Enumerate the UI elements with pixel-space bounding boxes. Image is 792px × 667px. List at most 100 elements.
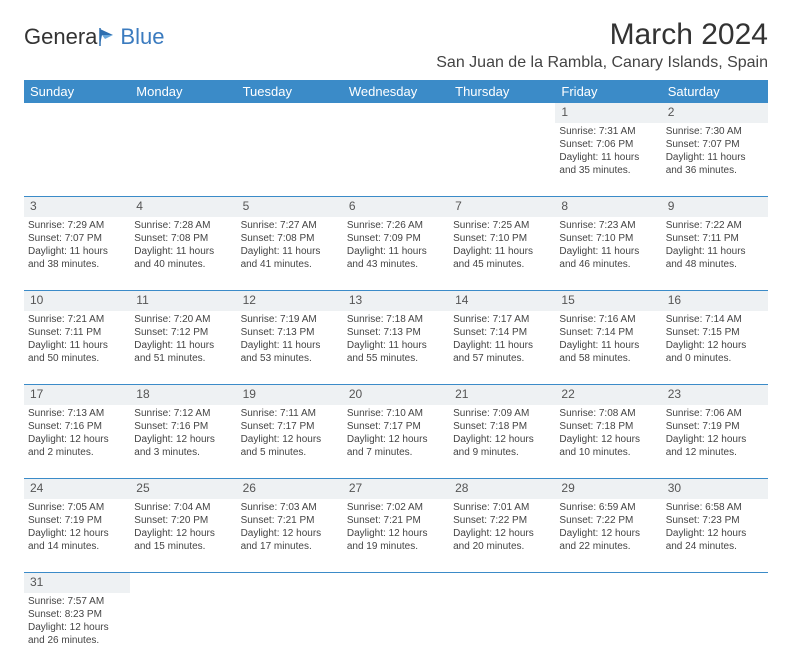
sunset-text: Sunset: 8:23 PM: [28, 608, 126, 621]
day-number: 4: [130, 197, 236, 217]
daylight-text: and 40 minutes.: [134, 258, 232, 271]
daylight-text: Daylight: 12 hours: [666, 527, 764, 540]
logo: Genera Blue: [24, 24, 164, 50]
sunrise-text: Sunrise: 7:06 AM: [666, 407, 764, 420]
daylight-text: and 57 minutes.: [453, 352, 551, 365]
day-number: 3: [24, 197, 130, 217]
daylight-text: Daylight: 12 hours: [559, 433, 657, 446]
day-number: 26: [237, 479, 343, 499]
day-number-row: 12: [24, 103, 768, 123]
sunrise-text: Sunrise: 7:10 AM: [347, 407, 445, 420]
day-number-row: 3456789: [24, 197, 768, 217]
logo-text-2: Blue: [120, 24, 164, 50]
sunset-text: Sunset: 7:21 PM: [241, 514, 339, 527]
day-number: [130, 103, 236, 123]
sunrise-text: Sunrise: 7:14 AM: [666, 313, 764, 326]
day-number: 19: [237, 385, 343, 405]
daylight-text: and 7 minutes.: [347, 446, 445, 459]
calendar-cell: [449, 123, 555, 197]
day-number: [555, 573, 661, 593]
day-number: 12: [237, 291, 343, 311]
daylight-text: Daylight: 12 hours: [134, 433, 232, 446]
calendar-row: Sunrise: 7:21 AMSunset: 7:11 PMDaylight:…: [24, 311, 768, 385]
daylight-text: Daylight: 12 hours: [347, 433, 445, 446]
daylight-text: and 2 minutes.: [28, 446, 126, 459]
day-number: 13: [343, 291, 449, 311]
sunset-text: Sunset: 7:17 PM: [347, 420, 445, 433]
logo-flag-icon: [99, 28, 119, 46]
calendar-cell: Sunrise: 7:23 AMSunset: 7:10 PMDaylight:…: [555, 217, 661, 291]
daylight-text: and 20 minutes.: [453, 540, 551, 553]
weekday-header: Thursday: [449, 80, 555, 103]
sunset-text: Sunset: 7:10 PM: [453, 232, 551, 245]
calendar-cell: Sunrise: 7:11 AMSunset: 7:17 PMDaylight:…: [237, 405, 343, 479]
weekday-header: Saturday: [662, 80, 768, 103]
sunset-text: Sunset: 7:08 PM: [134, 232, 232, 245]
daylight-text: Daylight: 11 hours: [28, 339, 126, 352]
day-number: 5: [237, 197, 343, 217]
sunset-text: Sunset: 7:13 PM: [347, 326, 445, 339]
daylight-text: and 3 minutes.: [134, 446, 232, 459]
calendar-cell: Sunrise: 7:09 AMSunset: 7:18 PMDaylight:…: [449, 405, 555, 479]
day-number: 23: [662, 385, 768, 405]
daylight-text: Daylight: 11 hours: [559, 339, 657, 352]
sunrise-text: Sunrise: 7:17 AM: [453, 313, 551, 326]
day-number: 30: [662, 479, 768, 499]
sunrise-text: Sunrise: 7:04 AM: [134, 501, 232, 514]
day-number: [237, 573, 343, 593]
sunset-text: Sunset: 7:22 PM: [559, 514, 657, 527]
sunrise-text: Sunrise: 7:20 AM: [134, 313, 232, 326]
calendar-cell: Sunrise: 7:02 AMSunset: 7:21 PMDaylight:…: [343, 499, 449, 573]
calendar-cell: Sunrise: 7:05 AMSunset: 7:19 PMDaylight:…: [24, 499, 130, 573]
daylight-text: Daylight: 11 hours: [347, 339, 445, 352]
sunset-text: Sunset: 7:18 PM: [453, 420, 551, 433]
calendar-cell: [662, 593, 768, 667]
sunrise-text: Sunrise: 7:01 AM: [453, 501, 551, 514]
sunrise-text: Sunrise: 7:08 AM: [559, 407, 657, 420]
calendar-cell: Sunrise: 7:14 AMSunset: 7:15 PMDaylight:…: [662, 311, 768, 385]
daylight-text: and 26 minutes.: [28, 634, 126, 647]
day-number: 16: [662, 291, 768, 311]
calendar-cell: Sunrise: 7:19 AMSunset: 7:13 PMDaylight:…: [237, 311, 343, 385]
weekday-header-row: SundayMondayTuesdayWednesdayThursdayFrid…: [24, 80, 768, 103]
sunset-text: Sunset: 7:19 PM: [28, 514, 126, 527]
sunrise-text: Sunrise: 7:30 AM: [666, 125, 764, 138]
sunrise-text: Sunrise: 7:11 AM: [241, 407, 339, 420]
daylight-text: Daylight: 12 hours: [453, 433, 551, 446]
day-number-row: 31: [24, 573, 768, 593]
sunrise-text: Sunrise: 7:12 AM: [134, 407, 232, 420]
sunset-text: Sunset: 7:07 PM: [28, 232, 126, 245]
day-number-row: 10111213141516: [24, 291, 768, 311]
day-number: 7: [449, 197, 555, 217]
daylight-text: and 14 minutes.: [28, 540, 126, 553]
calendar-cell: [237, 123, 343, 197]
calendar-cell: [449, 593, 555, 667]
daylight-text: and 38 minutes.: [28, 258, 126, 271]
title-block: March 2024 San Juan de la Rambla, Canary…: [436, 18, 768, 72]
calendar-row: Sunrise: 7:29 AMSunset: 7:07 PMDaylight:…: [24, 217, 768, 291]
daylight-text: Daylight: 11 hours: [666, 245, 764, 258]
daylight-text: Daylight: 12 hours: [28, 527, 126, 540]
daylight-text: Daylight: 11 hours: [28, 245, 126, 258]
day-number: [24, 103, 130, 123]
day-number: 24: [24, 479, 130, 499]
daylight-text: Daylight: 11 hours: [241, 245, 339, 258]
day-number: 17: [24, 385, 130, 405]
sunrise-text: Sunrise: 7:31 AM: [559, 125, 657, 138]
sunrise-text: Sunrise: 7:02 AM: [347, 501, 445, 514]
calendar-cell: Sunrise: 7:20 AMSunset: 7:12 PMDaylight:…: [130, 311, 236, 385]
sunrise-text: Sunrise: 7:18 AM: [347, 313, 445, 326]
day-number: 29: [555, 479, 661, 499]
day-number: 25: [130, 479, 236, 499]
sunrise-text: Sunrise: 7:21 AM: [28, 313, 126, 326]
sunrise-text: Sunrise: 7:57 AM: [28, 595, 126, 608]
daylight-text: and 19 minutes.: [347, 540, 445, 553]
day-number: [343, 103, 449, 123]
sunset-text: Sunset: 7:11 PM: [28, 326, 126, 339]
day-number: 27: [343, 479, 449, 499]
weekday-header: Tuesday: [237, 80, 343, 103]
sunrise-text: Sunrise: 7:05 AM: [28, 501, 126, 514]
calendar-cell: Sunrise: 7:04 AMSunset: 7:20 PMDaylight:…: [130, 499, 236, 573]
sunset-text: Sunset: 7:14 PM: [453, 326, 551, 339]
sunset-text: Sunset: 7:14 PM: [559, 326, 657, 339]
